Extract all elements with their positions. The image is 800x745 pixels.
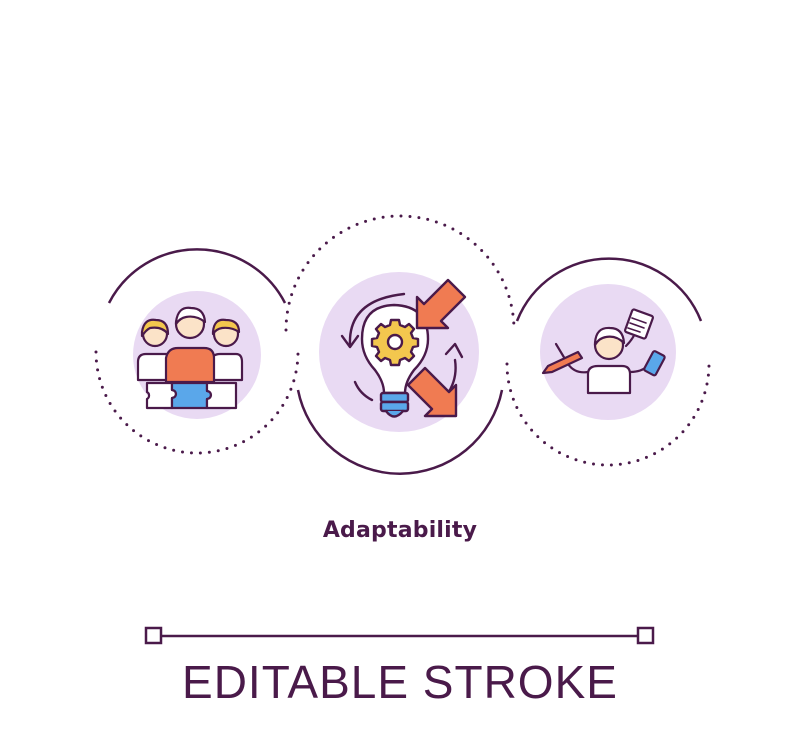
center-circle-solid-arc xyxy=(296,389,504,475)
left-handle xyxy=(144,626,163,645)
multitasking-person-icon xyxy=(541,308,666,395)
left-circle-dotted-arc xyxy=(94,350,300,455)
center-concept-circle xyxy=(284,214,516,475)
concept-title: Adaptability xyxy=(322,518,478,543)
editable-stroke-line xyxy=(144,626,655,645)
right-handle xyxy=(636,626,655,645)
right-concept-circle xyxy=(505,257,711,467)
left-circle-solid-arc xyxy=(107,248,287,304)
center-circle-dotted-arc xyxy=(284,214,516,332)
left-concept-circle xyxy=(94,248,300,455)
lightbulb-gear-icon xyxy=(340,278,467,418)
team-puzzle-icon xyxy=(136,306,244,410)
editable-stroke-caption: EDITABLE STROKE xyxy=(182,656,618,708)
right-circle-dotted-arc xyxy=(505,362,711,467)
right-circle-solid-arc xyxy=(515,257,703,322)
